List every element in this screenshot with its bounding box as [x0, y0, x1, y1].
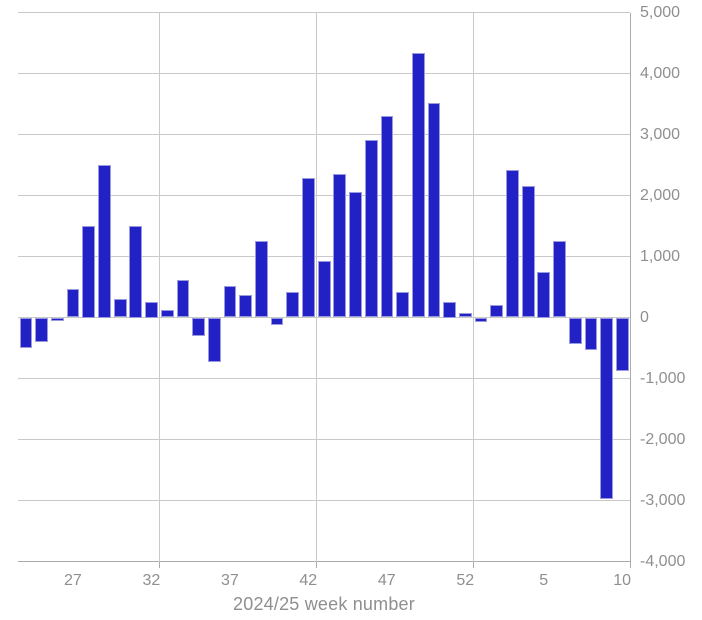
bar: [537, 271, 551, 318]
bar: [113, 298, 127, 318]
bar: [364, 139, 378, 318]
bar: [98, 165, 111, 318]
x-tick-label: 32: [142, 572, 161, 589]
bar: [254, 240, 268, 318]
axis-tick: [629, 561, 631, 568]
bar: [600, 317, 613, 499]
bar: [553, 240, 566, 318]
x-tick-label: 5: [539, 572, 549, 589]
bar: [160, 309, 174, 318]
x-tick-label: 10: [613, 572, 632, 589]
h-gridline: [18, 195, 630, 196]
bar: [223, 286, 237, 318]
bar: [411, 53, 425, 318]
h-gridline: [18, 439, 630, 440]
bar: [380, 115, 394, 318]
bar: [396, 291, 409, 318]
bar: [129, 226, 143, 318]
bar: [506, 169, 519, 318]
y-tick-label: -1,000: [640, 369, 686, 387]
h-gridline: [18, 500, 630, 501]
x-tick-label: 47: [377, 572, 396, 589]
bar: [35, 317, 49, 342]
y-tick-label: -2,000: [640, 430, 686, 448]
v-gridline: [472, 12, 474, 562]
bar: [568, 317, 582, 344]
h-gridline: [18, 12, 630, 13]
h-gridline: [18, 134, 630, 135]
bar: [19, 317, 33, 348]
bar: [207, 317, 221, 363]
bar: [302, 178, 315, 318]
bar: [145, 302, 158, 318]
bar: [239, 294, 253, 318]
bar: [50, 317, 64, 321]
bar: [521, 185, 535, 318]
x-tick-label: 27: [64, 572, 82, 589]
bar: [474, 317, 488, 323]
h-gridline: [18, 378, 630, 379]
bar: [490, 305, 504, 318]
bar: [584, 317, 598, 350]
bar: [176, 279, 190, 318]
bar: [270, 317, 284, 326]
bar: [192, 317, 205, 337]
y-tick-label: 4,000: [640, 64, 681, 82]
x-tick-label: 42: [299, 572, 318, 589]
axis-tick: [472, 561, 474, 568]
x-tick-label: 52: [456, 572, 475, 589]
v-gridline: [315, 12, 317, 562]
y-tick-label: 1,000: [640, 247, 681, 265]
h-gridline: [18, 73, 630, 74]
y-tick-label: 3,000: [640, 125, 681, 143]
bar: [458, 313, 472, 318]
bar: [427, 103, 441, 318]
axis-tick: [158, 561, 160, 568]
h-gridline: [18, 317, 630, 318]
v-gridline: [158, 12, 160, 562]
h-gridline: [18, 561, 630, 562]
bar: [317, 260, 331, 318]
y-tick-label: -4,000: [640, 552, 686, 570]
h-gridline: [18, 256, 630, 257]
bar: [82, 226, 96, 318]
bar: [286, 292, 300, 318]
bar: [333, 174, 347, 318]
x-axis-title: 2024/25 week number: [233, 594, 415, 614]
bar: [443, 302, 457, 318]
plot-right-border: [629, 12, 631, 562]
axis-tick: [315, 561, 317, 568]
y-tick-label: 0: [640, 308, 649, 326]
bar: [66, 288, 80, 318]
y-tick-label: -3,000: [640, 491, 686, 509]
x-tick-label: 37: [220, 572, 239, 589]
y-tick-label: 2,000: [640, 186, 681, 204]
y-tick-label: 5,000: [640, 3, 681, 21]
bar: [615, 317, 629, 371]
bar: [349, 192, 362, 318]
